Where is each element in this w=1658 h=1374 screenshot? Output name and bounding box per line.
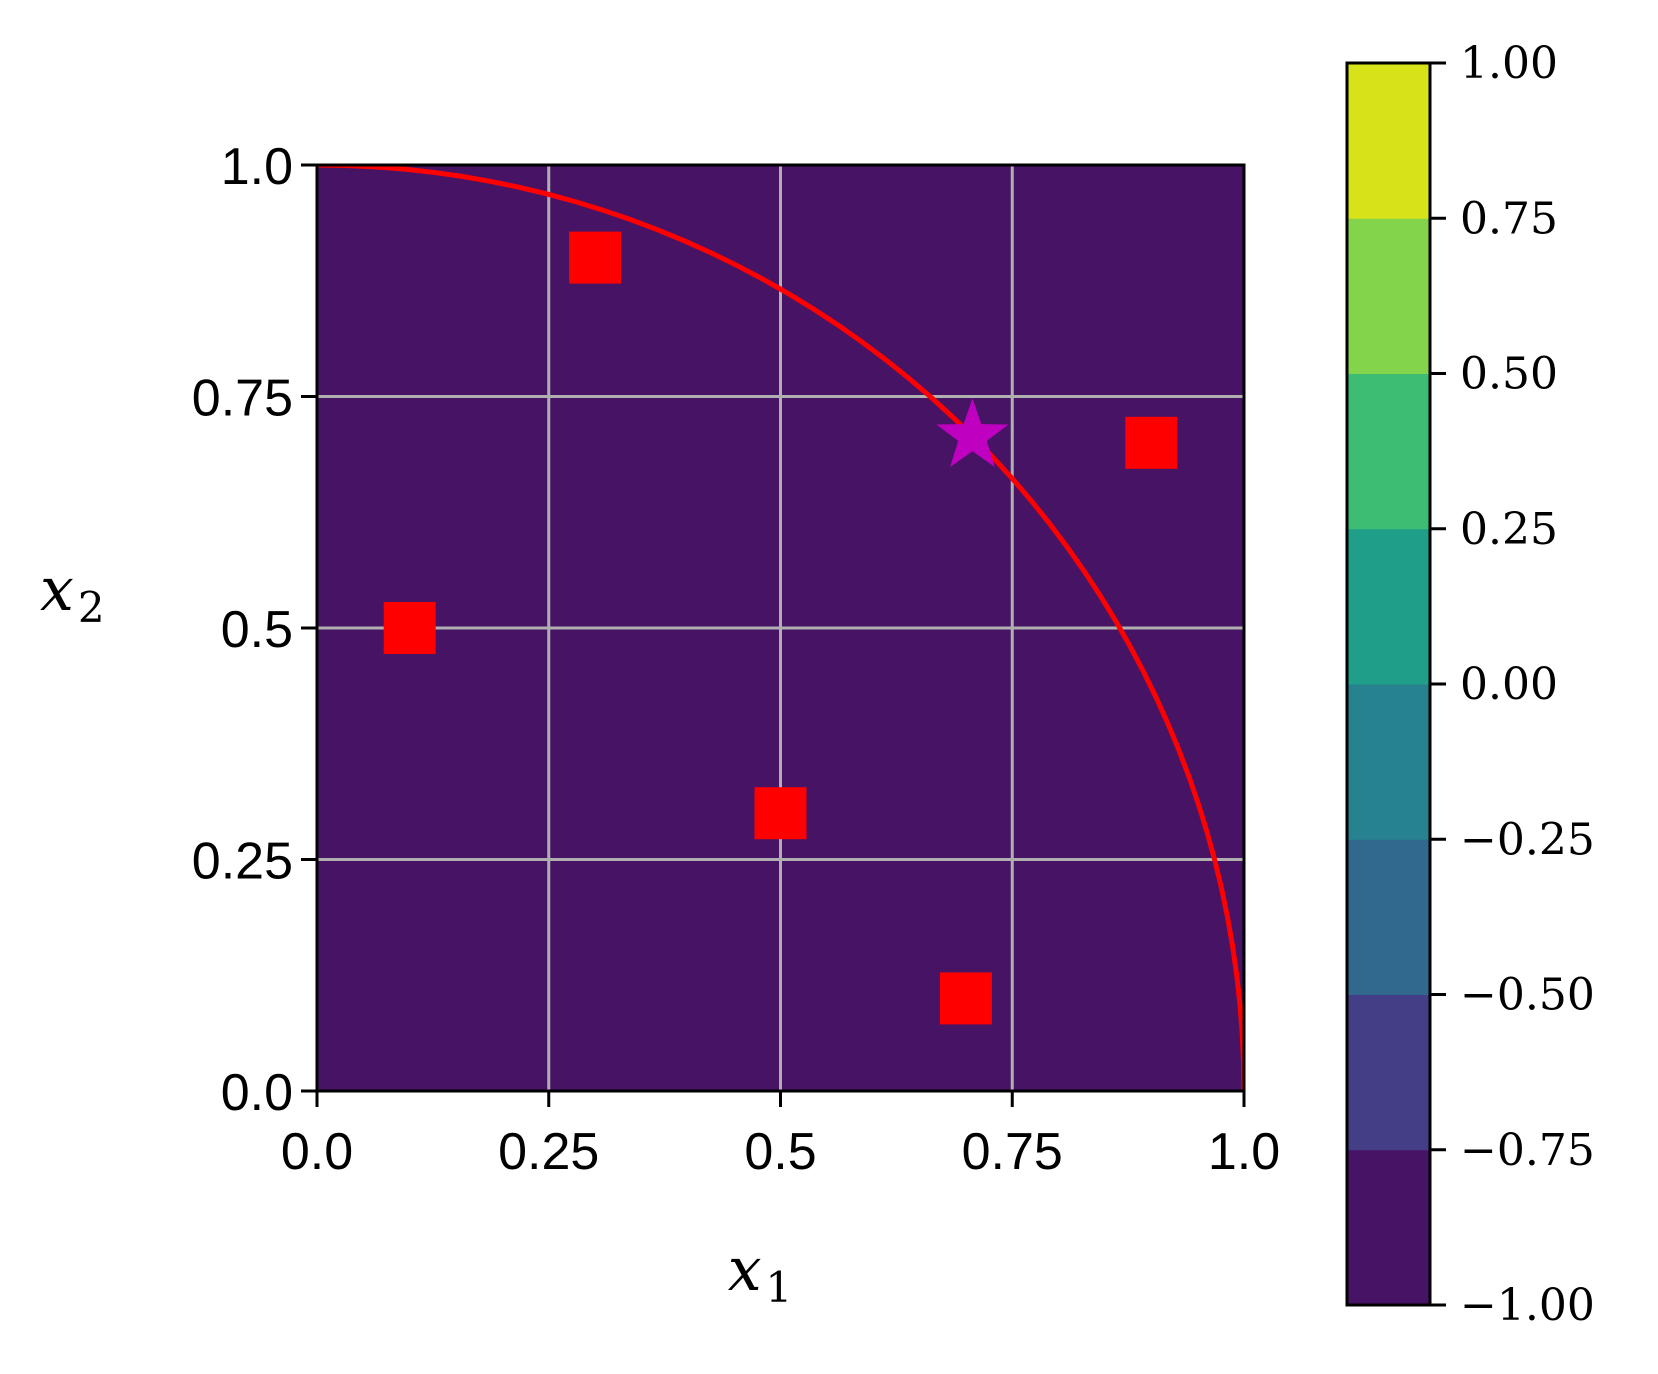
colorbar-segment — [1347, 218, 1430, 374]
colorbar-tick-label: 0.25 — [1460, 504, 1558, 555]
y-axis-label: x 2 — [40, 555, 105, 632]
colorbar-segment — [1347, 528, 1430, 685]
square-point — [754, 787, 807, 840]
x-axis-label: x 1 — [728, 1235, 793, 1312]
colorbar-segment — [1347, 994, 1430, 1151]
colorbar-ticks: 1.00 0.75 0.50 0.25 0.00 −0.25 −0.50 −0.75 −1.00 — [1430, 38, 1595, 1331]
colorbar-segment — [1347, 1149, 1430, 1306]
colorbar-tick-label: 0.75 — [1460, 193, 1558, 244]
x-tick-label: 0.25 — [498, 1123, 599, 1181]
data-points — [383, 231, 1178, 1025]
colorbar-tick-label: −0.75 — [1460, 1125, 1595, 1176]
colorbar-tick-label: 1.00 — [1460, 38, 1558, 89]
colorbar-tick-label: −0.50 — [1460, 970, 1595, 1021]
square-point — [939, 972, 992, 1025]
square-point — [383, 602, 436, 654]
y-tick-label: 1.0 — [221, 138, 293, 196]
colorbar-tick-label: −0.25 — [1460, 814, 1595, 865]
y-tick-label: 0.75 — [192, 370, 293, 428]
x-tick-label: 0.5 — [744, 1123, 816, 1181]
colorbar-segment — [1347, 839, 1430, 995]
grid-lines — [317, 165, 1244, 1091]
colorbar-segment — [1347, 373, 1430, 530]
y-tick-label: 0.25 — [192, 833, 293, 891]
colorbar-tick-label: −1.00 — [1460, 1280, 1595, 1331]
x-tick-label: 1.0 — [1208, 1123, 1280, 1181]
colorbar — [1347, 63, 1430, 1306]
colorbar-tick-label: 0.00 — [1460, 659, 1558, 710]
x-tick-label: 0.75 — [962, 1123, 1063, 1181]
y-axis-ticks: 0.0 0.25 0.5 0.75 1.0 — [192, 138, 317, 1122]
colorbar-segment — [1347, 63, 1430, 219]
colorbar-tick-label: 0.50 — [1460, 349, 1558, 400]
colorbar-segment — [1347, 684, 1430, 840]
square-point — [569, 231, 622, 284]
y-tick-label: 0.5 — [221, 601, 293, 659]
optimum-star-marker — [936, 398, 1009, 467]
x-tick-label: 0.0 — [281, 1123, 353, 1181]
square-point — [1125, 416, 1178, 469]
y-tick-label: 0.0 — [221, 1064, 293, 1122]
x-axis-ticks: 0.0 0.25 0.5 0.75 1.0 — [281, 1091, 1280, 1181]
